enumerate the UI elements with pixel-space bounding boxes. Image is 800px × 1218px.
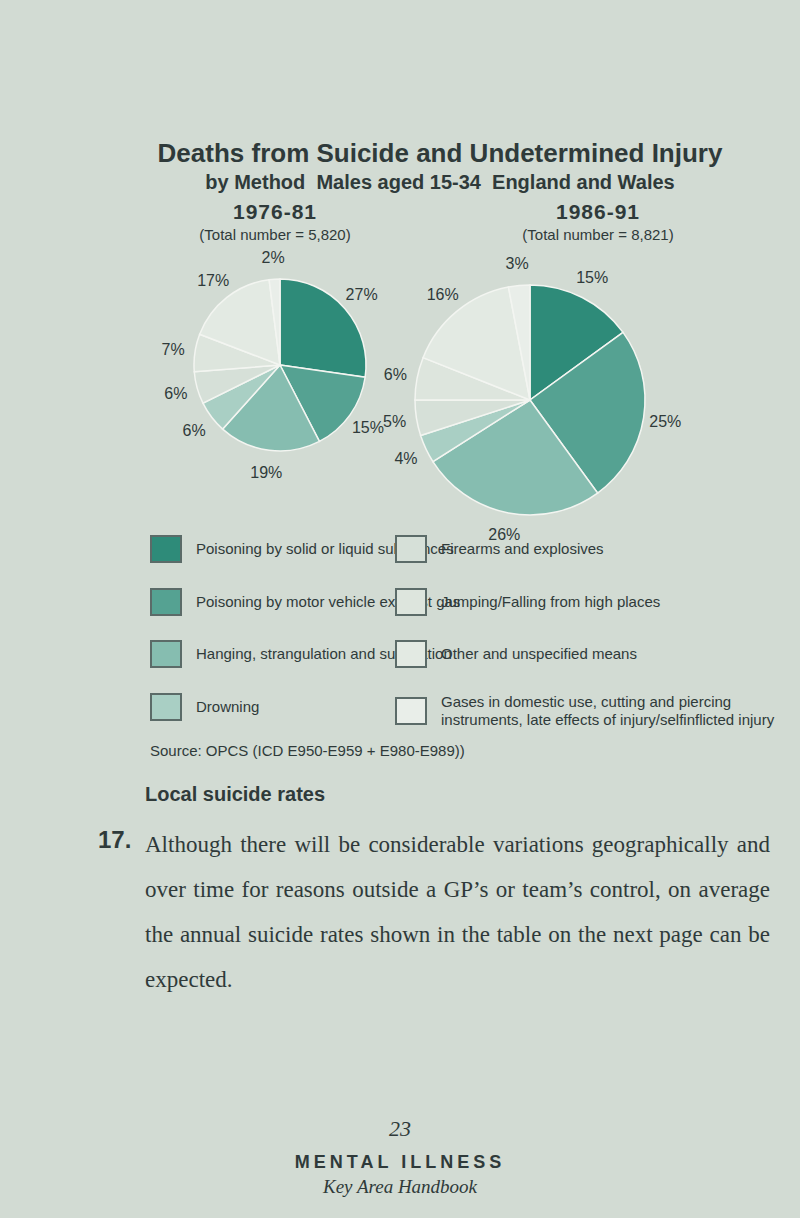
svg-text:6%: 6% <box>182 422 205 439</box>
svg-text:5%: 5% <box>383 413 406 430</box>
svg-text:7%: 7% <box>162 341 185 358</box>
html-text:1986-91: 1986-91 <box>556 200 640 223</box>
html-text:Poisoning by solid or liquid s: Poisoning by solid or liquid substances <box>196 540 454 557</box>
html-text:(Total number = 8,821): (Total number = 8,821) <box>522 226 674 243</box>
html-text:1976-81: 1976-81 <box>233 200 317 223</box>
html-text:Drowning: Drowning <box>196 698 260 715</box>
html-text:Poisoning by motor vehicle exh: Poisoning by motor vehicle exhaust gas <box>196 593 461 610</box>
html-text:by Method Males aged 15-34 Eng: by Method Males aged 15-34 England and W… <box>205 171 675 193</box>
html-text:Local suicide rates: Local suicide rates <box>145 783 326 805</box>
svg-text:26%: 26% <box>488 526 521 544</box>
html-text:(Total number = 5,820): (Total number = 5,820) <box>199 226 351 243</box>
html-text:Jumping/Falling from high plac: Jumping/Falling from high places <box>441 593 661 610</box>
svg-text:4%: 4% <box>394 450 417 467</box>
svg-text:25%: 25% <box>649 413 681 430</box>
html-text:Although there will be conside: Although there will be considerable vari… <box>145 832 770 992</box>
svg-text:19%: 19% <box>250 464 282 481</box>
svg-text:6%: 6% <box>384 366 407 383</box>
html-text:17.: 17. <box>98 826 132 853</box>
html-text:Firearms and explosives: Firearms and explosives <box>441 540 604 557</box>
html-text:Deaths from Suicide and Undete: Deaths from Suicide and Undetermined Inj… <box>157 138 723 168</box>
html-text:23: 23 <box>389 1116 411 1141</box>
svg-text:16%: 16% <box>427 286 459 303</box>
svg-text:3%: 3% <box>506 255 529 272</box>
svg-text:27%: 27% <box>346 286 378 303</box>
html-text:Key Area Handbook: Key Area Handbook <box>323 1176 477 1197</box>
html-text:Gases in domestic use, cutting: Gases in domestic use, cutting and pierc… <box>441 693 775 728</box>
html-text:MENTAL ILLNESS: MENTAL ILLNESS <box>294 1152 506 1172</box>
html-text:Hanging, strangulation and suf: Hanging, strangulation and suffocation <box>196 645 452 662</box>
svg-text:6%: 6% <box>164 385 187 402</box>
html-text:Source: OPCS (ICD E950-E959 +: Source: OPCS (ICD E950-E959 + E980-E989)… <box>150 742 465 759</box>
svg-text:2%: 2% <box>262 250 285 266</box>
svg-text:17%: 17% <box>197 272 229 289</box>
svg-text:15%: 15% <box>352 419 384 436</box>
html-text:Other and unspecified means: Other and unspecified means <box>441 645 637 662</box>
svg-text:15%: 15% <box>576 269 608 286</box>
